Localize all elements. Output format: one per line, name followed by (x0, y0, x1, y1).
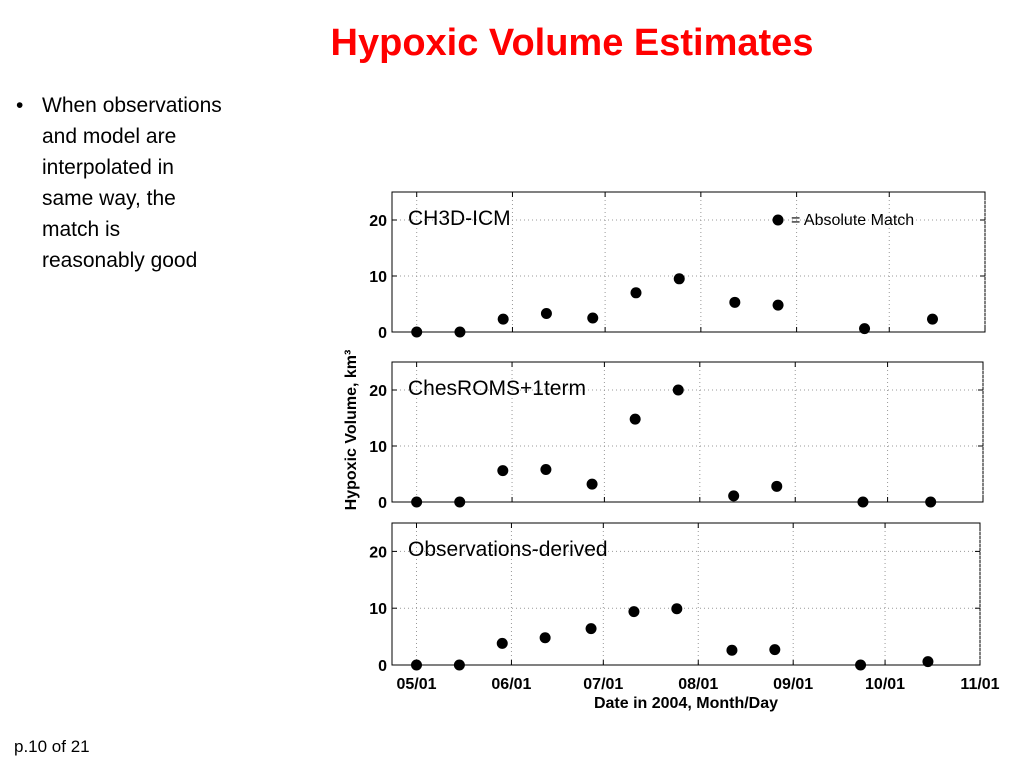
data-point (497, 465, 509, 477)
x-tick-label: 07/01 (583, 676, 623, 693)
data-point (411, 659, 422, 671)
x-tick-label: 05/01 (396, 676, 436, 693)
data-point (411, 496, 423, 508)
data-point (671, 603, 683, 615)
panel-title: CH3D-ICM (408, 207, 511, 230)
data-point (772, 299, 784, 311)
data-point (857, 496, 869, 508)
y-axis-label: Hypoxic Volume, km³ (343, 350, 360, 511)
bullet-line: same way, the (42, 187, 176, 210)
data-point (925, 496, 937, 508)
legend-label: = Absolute Match (791, 212, 914, 229)
data-point (769, 644, 781, 656)
panel-title: ChesROMS+1term (408, 377, 586, 400)
data-point (453, 659, 465, 671)
data-point (586, 478, 598, 490)
bullet-line: When observations (42, 94, 222, 117)
data-point (585, 623, 597, 635)
data-point (629, 413, 641, 425)
x-axis-label: Date in 2004, Month/Day (594, 695, 778, 712)
bullet-list: When observations and model are interpol… (16, 90, 266, 276)
data-point (728, 490, 740, 502)
data-point (628, 606, 640, 618)
x-tick-label: 09/01 (773, 676, 813, 693)
data-point (587, 312, 599, 324)
data-point (926, 313, 938, 325)
data-point (922, 656, 934, 668)
y-tick-label: 10 (369, 601, 387, 618)
data-point (859, 323, 871, 335)
data-point (540, 464, 552, 476)
data-point (855, 659, 867, 671)
y-tick-label: 0 (378, 495, 387, 512)
data-point (411, 326, 423, 338)
data-point (540, 308, 552, 320)
bullet-line: reasonably good (42, 249, 198, 272)
plot-frame (391, 361, 984, 503)
x-tick-label: 08/01 (678, 676, 718, 693)
x-tick-label: 10/01 (865, 676, 905, 693)
y-tick-label: 0 (378, 325, 387, 342)
data-point (630, 287, 642, 299)
data-point (496, 637, 508, 649)
data-point (726, 644, 738, 656)
bullet-line: interpolated in (42, 156, 174, 179)
data-point (454, 496, 466, 508)
bullet-item: When observations and model are interpol… (16, 90, 266, 276)
data-point (673, 273, 685, 285)
legend-marker (772, 214, 784, 226)
y-tick-label: 20 (369, 383, 387, 400)
plot-frame (391, 522, 981, 666)
y-tick-label: 20 (369, 213, 387, 230)
y-tick-label: 10 (369, 439, 387, 456)
data-point (497, 313, 509, 325)
plot-frame (391, 191, 986, 333)
y-tick-label: 0 (378, 658, 387, 675)
y-tick-label: 20 (369, 544, 387, 561)
bullet-line: match is (42, 218, 121, 241)
page-number: p.10 of 21 (14, 737, 90, 756)
panel-title: Observations-derived (408, 538, 608, 561)
data-point (539, 632, 551, 644)
y-tick-label: 10 (369, 269, 387, 286)
x-tick-label: 11/01 (960, 676, 999, 693)
bullet-line: and model are (42, 125, 177, 148)
data-point (771, 480, 783, 492)
data-point (672, 384, 684, 396)
data-point (454, 326, 466, 338)
data-point (729, 296, 741, 308)
x-tick-label: 06/01 (491, 676, 531, 693)
slide-title: Hypoxic Volume Estimates (330, 22, 814, 64)
